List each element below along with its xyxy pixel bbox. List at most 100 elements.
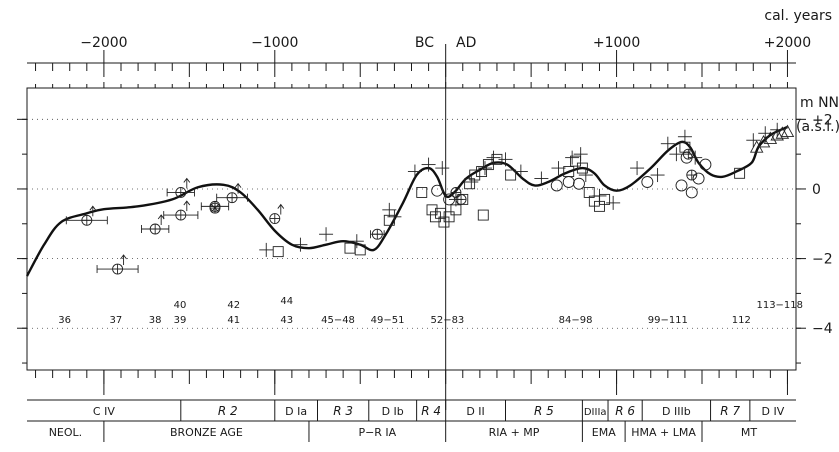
unit-right-sub: (a.s.l.) bbox=[796, 119, 839, 135]
point-triangle bbox=[780, 124, 795, 137]
sample-label: 39 bbox=[174, 315, 187, 326]
point-plus bbox=[259, 242, 274, 257]
era-label: HMA + LMA bbox=[631, 426, 696, 439]
point-square bbox=[563, 166, 575, 178]
point-square bbox=[476, 166, 488, 178]
period-label: R 7 bbox=[720, 404, 740, 418]
bc-label: BC bbox=[415, 35, 434, 51]
arrow-head bbox=[277, 203, 285, 209]
point-square bbox=[450, 204, 462, 216]
y-tick-label: 0 bbox=[812, 182, 821, 198]
point-plus bbox=[551, 161, 566, 176]
point-square bbox=[734, 167, 746, 179]
point-plus bbox=[578, 168, 593, 183]
point-square bbox=[576, 162, 588, 174]
period-label: D II bbox=[466, 405, 484, 418]
grid-lines bbox=[27, 118, 796, 329]
point-plus bbox=[498, 152, 513, 167]
point-square bbox=[383, 214, 395, 226]
sample-label: 113−118 bbox=[756, 300, 803, 311]
sample-label: 36 bbox=[58, 315, 71, 326]
point-plus bbox=[319, 227, 334, 242]
arrow-head bbox=[157, 214, 165, 220]
period-label: D IV bbox=[762, 405, 785, 418]
point-plus bbox=[688, 150, 703, 165]
era-label: EMA bbox=[592, 426, 616, 439]
point-square bbox=[435, 207, 447, 219]
point-plus bbox=[630, 161, 645, 176]
y-tick-label: −4 bbox=[812, 321, 833, 337]
era-label: RIA + MP bbox=[489, 426, 540, 439]
era-label: P−R IA bbox=[358, 426, 396, 439]
point-circle bbox=[573, 177, 585, 190]
point-square bbox=[491, 153, 503, 165]
point-plus bbox=[349, 234, 364, 249]
sample-label: 112 bbox=[732, 315, 751, 326]
point-circle bbox=[692, 172, 705, 185]
period-label: R 6 bbox=[615, 404, 635, 418]
point-circle-cross bbox=[96, 254, 139, 275]
point-square bbox=[354, 244, 366, 256]
era-label: MT bbox=[741, 426, 757, 439]
data-points bbox=[65, 122, 795, 275]
period-label: R 2 bbox=[218, 404, 238, 418]
x-tick-label: +1000 bbox=[593, 35, 640, 51]
period-label: D Ia bbox=[285, 405, 307, 418]
point-circle-cross bbox=[370, 228, 385, 240]
point-square bbox=[599, 193, 611, 205]
sample-label: 37 bbox=[109, 315, 122, 326]
plot-frame bbox=[26, 44, 797, 410]
point-circle-cross bbox=[166, 177, 195, 198]
point-square bbox=[477, 209, 489, 221]
y-tick-label: +2 bbox=[812, 112, 833, 128]
point-circle bbox=[550, 179, 563, 192]
point-plus bbox=[513, 164, 528, 179]
point-circle bbox=[431, 184, 444, 197]
point-circle-cross bbox=[216, 182, 248, 204]
point-square bbox=[570, 155, 582, 167]
point-circle bbox=[675, 179, 688, 192]
point-square bbox=[457, 193, 469, 205]
sample-label: 84−98 bbox=[559, 315, 593, 326]
period-table: C IV R 2 D Ia R 3 D Ib R 4 D II R 5 DIIIa R 6 D II… bbox=[27, 399, 796, 442]
point-plus bbox=[650, 168, 665, 183]
y-axis: +2 0 −2 −4 bbox=[17, 112, 833, 364]
point-circle-cross bbox=[686, 169, 698, 181]
point-square bbox=[426, 204, 438, 216]
point-square bbox=[344, 242, 356, 254]
point-plus bbox=[746, 133, 761, 148]
sample-label: 41 bbox=[227, 315, 240, 326]
point-triangle bbox=[763, 131, 778, 144]
point-circle-cross bbox=[141, 214, 170, 235]
sample-label: 49−51 bbox=[371, 315, 405, 326]
x-axis: −2000 −1000 +1000 +2000 bbox=[35, 35, 811, 395]
point-plus bbox=[448, 192, 463, 207]
point-plus bbox=[606, 195, 621, 210]
point-circle bbox=[562, 176, 575, 188]
point-plus bbox=[293, 237, 308, 252]
ad-label: AD bbox=[456, 35, 476, 51]
point-square bbox=[679, 141, 691, 153]
arrow-head bbox=[234, 182, 242, 188]
point-square bbox=[469, 169, 481, 181]
point-square bbox=[505, 169, 517, 181]
period-label: R 3 bbox=[333, 404, 353, 418]
period-label: D Ib bbox=[382, 405, 404, 418]
y-tick-label: −2 bbox=[812, 252, 833, 268]
point-triangle bbox=[756, 135, 771, 148]
sample-labels: 36 37 38 39 40 41 42 43 44 45−48 49−51 52−83 84−98 99… bbox=[58, 296, 803, 326]
point-plus bbox=[421, 157, 436, 172]
point-plus bbox=[677, 129, 692, 144]
point-circle-cross bbox=[163, 200, 199, 221]
unit-right: m NN bbox=[800, 95, 839, 111]
arrow-head bbox=[89, 205, 97, 211]
point-plus bbox=[464, 175, 479, 189]
point-square bbox=[416, 186, 428, 198]
arrow-head bbox=[183, 177, 191, 183]
point-square bbox=[443, 211, 455, 223]
era-label: NEOL. bbox=[49, 426, 82, 439]
point-plus bbox=[407, 164, 422, 179]
sample-label: 44 bbox=[280, 296, 293, 307]
arrow-head bbox=[183, 200, 191, 206]
